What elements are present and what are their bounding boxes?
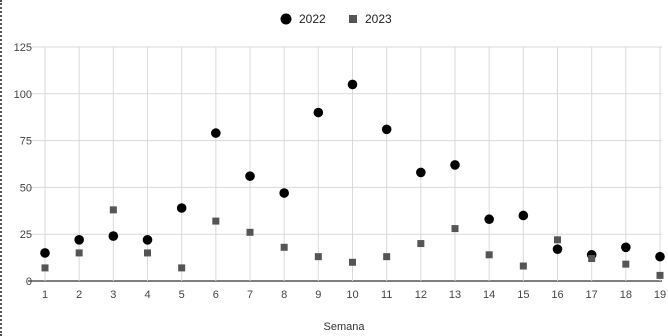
point-2022-11 <box>381 124 392 135</box>
point-2023-4 <box>144 249 151 257</box>
point-2022-5 <box>176 203 187 213</box>
x-tick-label: 18 <box>620 289 632 301</box>
point-2022-7 <box>245 171 255 181</box>
legend-item-2022[interactable]: 2022 <box>280 12 327 26</box>
x-tick-label: 5 <box>179 289 185 301</box>
point-2022-2 <box>74 235 84 245</box>
point-2023-10 <box>349 258 356 266</box>
point-2023-7 <box>246 228 254 236</box>
x-tick-label: 17 <box>586 289 598 301</box>
data-points <box>40 79 665 279</box>
y-tick-label: 25 <box>20 229 32 241</box>
y-tick-label: 100 <box>14 89 32 101</box>
x-axis-ticks: 1 2 3 4 5 6 7 8 9 10 11 12 13 14 15 16 17 18 19 <box>42 289 666 301</box>
x-axis-title: Semana <box>324 321 366 333</box>
point-2023-19 <box>656 271 664 279</box>
y-axis-ticks: 0 25 50 75 100 125 <box>14 42 32 288</box>
x-tick-label: 9 <box>315 289 321 301</box>
point-2023-12 <box>417 240 425 248</box>
point-2023-5 <box>178 264 186 272</box>
x-tick-label: 19 <box>654 289 666 301</box>
point-2023-3 <box>109 206 117 214</box>
x-tick-label: 14 <box>483 289 495 301</box>
point-2022-8 <box>279 188 289 198</box>
point-2023-11 <box>383 253 391 261</box>
x-tick-label: 8 <box>281 289 287 301</box>
x-tick-label: 16 <box>551 289 563 301</box>
point-2023-16 <box>554 236 561 244</box>
point-2023-9 <box>314 253 322 261</box>
point-2023-2 <box>75 249 83 257</box>
legend-label-2023: 2023 <box>365 12 392 26</box>
legend-item-2023[interactable]: 2023 <box>349 12 392 26</box>
x-tick-label: 11 <box>381 289 392 301</box>
y-tick-label: 0 <box>26 276 32 288</box>
point-2023-1 <box>41 264 49 272</box>
point-2022-4 <box>142 235 153 245</box>
point-2022-6 <box>211 128 221 138</box>
y-tick-label: 50 <box>20 182 32 194</box>
point-2022-9 <box>313 107 324 118</box>
x-tick-label: 3 <box>110 289 116 301</box>
point-2022-15 <box>518 210 529 221</box>
point-2022-1 <box>40 248 50 258</box>
point-2022-12 <box>416 167 426 178</box>
point-2022-14 <box>484 214 494 225</box>
point-2023-18 <box>622 260 630 268</box>
point-2023-8 <box>280 243 288 251</box>
point-2022-19 <box>655 251 665 262</box>
point-2023-17 <box>588 255 596 263</box>
x-tick-label: 2 <box>76 289 82 301</box>
x-tick-label: 15 <box>517 289 529 301</box>
point-2022-13 <box>450 160 460 170</box>
legend-marker-2023 <box>349 15 357 23</box>
point-2022-16 <box>552 244 563 254</box>
point-2023-13 <box>451 225 459 233</box>
x-tick-label: 4 <box>144 289 150 301</box>
y-tick-label: 75 <box>20 136 32 148</box>
x-tick-label: 6 <box>213 289 219 301</box>
point-2022-10 <box>347 79 358 90</box>
legend-label-2022: 2022 <box>299 12 326 26</box>
gridlines <box>28 46 662 282</box>
x-tick-label: 12 <box>415 289 427 301</box>
x-tick-label: 13 <box>449 289 461 301</box>
point-2023-6 <box>212 217 220 225</box>
legend-marker-2022 <box>280 13 292 25</box>
legend[interactable]: 2022 2023 <box>280 12 393 26</box>
point-2023-15 <box>519 262 527 270</box>
point-2022-3 <box>108 231 119 241</box>
x-tick-label: 10 <box>346 289 358 301</box>
point-2023-14 <box>485 251 493 259</box>
point-2022-18 <box>621 242 631 253</box>
x-tick-label: 7 <box>247 289 253 301</box>
x-tick-label: 1 <box>42 289 48 301</box>
y-tick-label: 125 <box>14 42 32 54</box>
